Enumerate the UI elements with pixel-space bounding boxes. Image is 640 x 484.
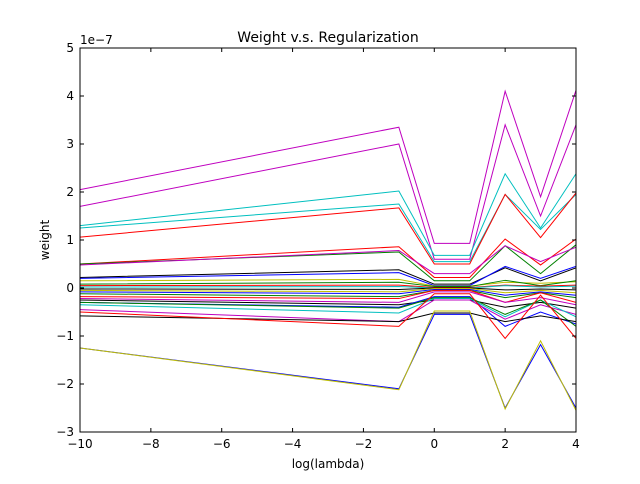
series-line-20 — [80, 291, 576, 306]
y-tick-label: −2 — [56, 377, 74, 391]
y-axis-label: weight — [38, 219, 52, 260]
x-tick-label: 0 — [430, 437, 438, 451]
series-line-6 — [80, 238, 576, 278]
series-line-22 — [80, 296, 576, 327]
y-tick-label: −3 — [56, 425, 74, 439]
series-layer — [80, 89, 576, 411]
series-line-1 — [80, 89, 576, 244]
y-tick-label: 4 — [66, 89, 74, 103]
series-line-25 — [80, 297, 576, 327]
series-line-3 — [80, 172, 576, 256]
series-line-2 — [80, 123, 576, 260]
chart-title: Weight v.s. Regularization — [237, 30, 418, 46]
series-line-16 — [80, 287, 576, 294]
series-line-8 — [80, 245, 576, 275]
x-tick-label: −4 — [284, 437, 302, 451]
x-tick-label: −6 — [213, 437, 231, 451]
series-line-29 — [80, 310, 576, 411]
series-line-7 — [80, 244, 576, 282]
series-line-5 — [80, 192, 576, 265]
series-line-17 — [80, 288, 576, 296]
series-line-4 — [80, 193, 576, 263]
y-tick-label: 1 — [66, 233, 74, 247]
x-tick-label: −10 — [67, 437, 92, 451]
y-tick-label: 5 — [66, 41, 74, 55]
x-tick-label: 4 — [572, 437, 580, 451]
plot-background — [80, 48, 576, 432]
y-tick-label: 2 — [66, 185, 74, 199]
x-tick-label: −8 — [142, 437, 160, 451]
y-offset-label: 1e−7 — [80, 33, 113, 47]
series-line-19 — [80, 289, 576, 303]
y-tick-label: −1 — [56, 329, 74, 343]
x-tick-label: 2 — [501, 437, 509, 451]
x-tick-label: −2 — [355, 437, 373, 451]
y-tick-label: 3 — [66, 137, 74, 151]
series-line-26 — [80, 312, 576, 323]
series-line-27 — [80, 293, 576, 340]
series-line-9 — [80, 267, 576, 285]
y-tick-label: 0 — [66, 281, 74, 295]
x-axis-label: log(lambda) — [292, 457, 365, 471]
